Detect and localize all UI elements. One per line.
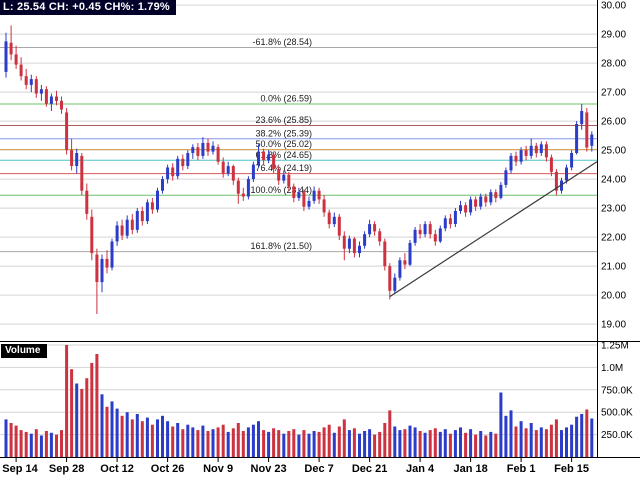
last-price-readout: L: 25.54 CH: +0.45 CH%: 1.79% <box>3 1 170 13</box>
svg-text:25.00: 25.00 <box>601 146 626 157</box>
svg-text:22.00: 22.00 <box>601 233 626 244</box>
svg-text:Nov 23: Nov 23 <box>251 463 287 475</box>
svg-text:500.0K: 500.0K <box>601 408 633 419</box>
svg-text:24.00: 24.00 <box>601 175 626 186</box>
svg-text:50.0% (25.02): 50.0% (25.02) <box>255 139 312 149</box>
svg-text:Jan 4: Jan 4 <box>406 463 435 475</box>
svg-text:27.00: 27.00 <box>601 88 626 99</box>
svg-text:28.00: 28.00 <box>601 59 626 70</box>
svg-text:21.00: 21.00 <box>601 262 626 273</box>
svg-text:Feb 15: Feb 15 <box>554 463 589 475</box>
svg-text:-61.8% (28.54): -61.8% (28.54) <box>252 37 312 47</box>
svg-text:Oct 12: Oct 12 <box>100 463 134 475</box>
svg-text:23.00: 23.00 <box>601 204 626 215</box>
volume-panel-label: Volume <box>1 344 48 358</box>
quote-overlay: L: 25.54 CH: +0.45 CH%: 1.79% <box>0 0 176 15</box>
svg-text:23.6% (25.85): 23.6% (25.85) <box>255 115 312 125</box>
svg-text:26.00: 26.00 <box>601 117 626 128</box>
svg-text:Sep 14: Sep 14 <box>2 463 38 475</box>
svg-text:Dec 21: Dec 21 <box>352 463 387 475</box>
svg-text:38.2% (25.39): 38.2% (25.39) <box>255 128 312 138</box>
volume-bars-layer <box>4 345 594 457</box>
svg-text:Dec 7: Dec 7 <box>304 463 333 475</box>
svg-text:0.0% (26.59): 0.0% (26.59) <box>260 94 312 104</box>
price-gridlines <box>0 4 597 325</box>
svg-text:29.00: 29.00 <box>601 30 626 41</box>
trendline <box>389 161 598 298</box>
volume-label-text: Volume <box>5 345 41 356</box>
svg-text:Sep 28: Sep 28 <box>49 463 84 475</box>
svg-text:61.8% (24.65): 61.8% (24.65) <box>255 150 312 160</box>
date-axis-labels: Sep 14 Sep 28 Oct 12 Oct 26 Nov 9 Nov 23 Dec 7… <box>2 457 589 475</box>
svg-text:Feb 1: Feb 1 <box>507 463 536 475</box>
svg-text:Jan 18: Jan 18 <box>453 463 487 475</box>
svg-text:Oct 26: Oct 26 <box>151 463 185 475</box>
svg-text:Nov 9: Nov 9 <box>203 463 233 475</box>
candles-layer <box>4 25 594 314</box>
svg-text:19.00: 19.00 <box>601 320 626 331</box>
fibonacci-retracement-lines: -61.8% (28.54) 0.0% (26.59) 23.6% (25.85) 3… <box>0 37 597 253</box>
svg-text:750.0K: 750.0K <box>601 385 633 396</box>
svg-text:161.8% (21.50): 161.8% (21.50) <box>250 241 312 251</box>
price-axis-labels: 30.00 29.00 28.00 27.00 26.00 25.00 24.00 23.00… <box>601 1 626 331</box>
svg-text:250.0K: 250.0K <box>601 430 633 441</box>
svg-text:1.0M: 1.0M <box>601 363 623 374</box>
svg-text:30.00: 30.00 <box>601 1 626 12</box>
svg-text:1.25M: 1.25M <box>601 341 629 352</box>
svg-text:100.0% (23.44): 100.0% (23.44) <box>250 185 312 195</box>
pane-borders <box>0 0 640 458</box>
svg-text:20.00: 20.00 <box>601 291 626 302</box>
svg-text:76.4% (24.19): 76.4% (24.19) <box>255 163 312 173</box>
